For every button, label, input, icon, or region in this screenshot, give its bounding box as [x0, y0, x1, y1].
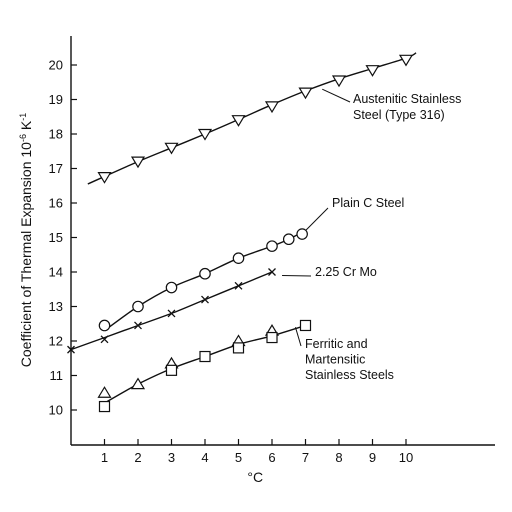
data-point-austenitic — [164, 142, 179, 155]
data-point-cr-mo — [201, 295, 209, 304]
data-point-plain-c — [232, 252, 245, 265]
series-label-plain-c: Plain C Steel — [332, 196, 404, 210]
data-point-austenitic — [365, 65, 380, 77]
data-point-austenitic — [130, 156, 146, 169]
y-axis-title: Coefficient of Thermal Expansion 10-6 K-… — [18, 113, 34, 367]
y-tick-label: 16 — [49, 196, 63, 211]
y-tick-label: 11 — [50, 368, 64, 383]
data-point-ferritic-martensitic-square — [232, 342, 245, 354]
y-axis-title-unit-exp: -1 — [18, 113, 28, 121]
data-point-ferritic-martensitic-square — [165, 364, 178, 376]
series-label-austenitic: Austenitic Stainless — [353, 92, 461, 106]
x-tick-label: 2 — [134, 450, 141, 465]
leader-line-austenitic — [322, 88, 351, 103]
data-point-ferritic-martensitic-square — [199, 350, 211, 363]
data-point-plain-c — [282, 233, 295, 246]
y-axis-title-unit: K — [18, 120, 34, 134]
x-tick-label: 10 — [399, 450, 413, 465]
y-axis-title-text: Coefficient of Thermal Expansion 10 — [18, 142, 34, 367]
data-point-cr-mo — [268, 268, 276, 276]
data-point-plain-c — [296, 228, 308, 240]
data-point-ferritic-martensitic-square — [299, 319, 312, 332]
data-point-plain-c — [266, 240, 278, 252]
series-label-cr-mo: 2.25 Cr Mo — [315, 265, 377, 279]
y-tick-label: 15 — [49, 230, 63, 245]
y-tick-label: 17 — [49, 161, 63, 176]
x-tick-label: 8 — [335, 450, 342, 465]
data-point-plain-c — [199, 267, 211, 280]
series-markers — [67, 54, 414, 413]
x-tick-label: 1 — [101, 450, 108, 465]
y-tick-label: 10 — [49, 403, 63, 418]
data-point-cr-mo — [234, 281, 243, 290]
data-point-ferritic-martensitic-triangle — [130, 377, 146, 390]
data-point-austenitic — [298, 87, 313, 100]
x-tick-label: 3 — [168, 450, 175, 465]
leader-line-ferritic-martensitic — [294, 327, 302, 347]
data-point-cr-mo — [134, 321, 142, 330]
data-point-cr-mo — [100, 335, 109, 344]
data-point-ferritic-martensitic-triangle — [97, 386, 112, 398]
data-point-austenitic — [197, 128, 213, 141]
x-axis-title: °C — [247, 469, 263, 485]
data-point-cr-mo — [167, 309, 176, 318]
y-tick-label: 12 — [49, 334, 63, 349]
x-tick-label: 4 — [201, 450, 208, 465]
y-tick-label: 14 — [49, 265, 63, 280]
leader-line-plain-c — [305, 207, 329, 231]
data-point-austenitic — [97, 172, 112, 184]
series-label-ferritic-martensitic: Stainless Steels — [305, 368, 394, 382]
leader-line-cr-mo — [282, 274, 312, 277]
data-point-plain-c — [98, 319, 111, 332]
x-tick-label: 7 — [302, 450, 309, 465]
data-point-cr-mo — [67, 345, 75, 354]
y-tick-label: 13 — [49, 299, 63, 314]
data-point-ferritic-martensitic-square — [266, 331, 278, 344]
data-point-ferritic-martensitic-square — [98, 400, 111, 413]
data-point-austenitic — [398, 54, 414, 67]
y-axis-title-exp: -6 — [18, 134, 28, 142]
data-point-plain-c — [165, 281, 178, 294]
series-label-ferritic-martensitic: Ferritic and — [305, 337, 368, 351]
data-point-austenitic — [264, 101, 280, 114]
y-tick-label: 18 — [49, 127, 63, 142]
x-tick-label: 6 — [268, 450, 275, 465]
data-point-plain-c — [132, 300, 144, 313]
x-tick-label: 9 — [369, 450, 376, 465]
series-label-ferritic-martensitic: Martensitic — [305, 353, 365, 367]
y-tick-label: 19 — [49, 92, 63, 107]
y-tick-label: 20 — [49, 58, 63, 73]
series-label-austenitic: Steel (Type 316) — [353, 108, 445, 122]
data-point-austenitic — [231, 115, 246, 127]
x-tick-label: 5 — [235, 450, 242, 465]
data-point-austenitic — [331, 75, 347, 88]
series-labels: Austenitic Stainless Steel (Type 316) Plai… — [282, 88, 461, 382]
